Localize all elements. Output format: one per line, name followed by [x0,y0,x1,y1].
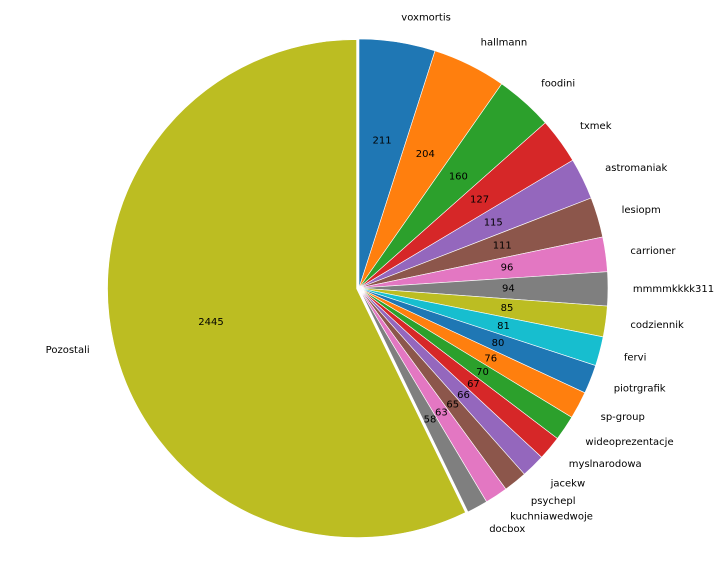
slice-value-label: 80 [492,338,505,349]
slice-value-label: 160 [449,171,468,182]
slice-label: codziennik [630,320,684,331]
slice-label: lesiopm [622,205,661,216]
slice-value-label: 81 [497,321,510,332]
slice-label: sp-group [601,412,645,423]
slice-value-label: 66 [457,390,470,401]
slice-value-label: 94 [502,284,515,295]
slice-label: wideoprezentacje [585,437,673,448]
slice-label: foodini [541,78,575,89]
slice-label: voxmortis [401,12,451,23]
slice-label: fervi [624,353,646,364]
slice-label: myslnarodowa [569,459,642,470]
slice-value-label: 127 [470,195,489,206]
slice-value-label: 70 [476,367,489,378]
slice-label: psychepl [531,496,576,507]
slice-label: txmek [580,121,612,132]
slice-label: astromaniak [605,163,667,174]
slice-label: jacekw [550,479,586,490]
slice-value-label: 63 [435,408,448,419]
slice-value-label: 111 [493,241,512,252]
slice-value-label: 65 [446,399,459,410]
slice-value-label: 204 [416,149,435,160]
slice-value-label: 96 [501,263,514,274]
pie-slice-pozostali [107,39,466,538]
slice-value-label: 211 [373,135,392,146]
slice-label: kuchniawedwoje [510,511,593,522]
slice-label: mmmmkkkk311 [633,284,714,295]
slice-label: hallmann [481,38,528,49]
slice-value-label: 76 [484,353,497,364]
labels-layer: voxmortis 211 hallmann 204 foodini 160 txmek 12… [46,12,714,535]
slice-label: piotrgrafik [614,383,666,394]
slice-value-label: 58 [424,414,437,425]
slice-value-label: 2445 [198,317,223,328]
pie-slice-docbox [358,287,488,513]
slice-label: carrioner [630,246,676,257]
slice-label: Pozostali [46,345,90,356]
slices-layer [107,38,609,538]
slice-value-label: 85 [501,303,514,314]
slice-value-label: 67 [467,379,480,390]
slice-value-label: 115 [484,217,503,228]
slice-label: docbox [489,524,525,535]
